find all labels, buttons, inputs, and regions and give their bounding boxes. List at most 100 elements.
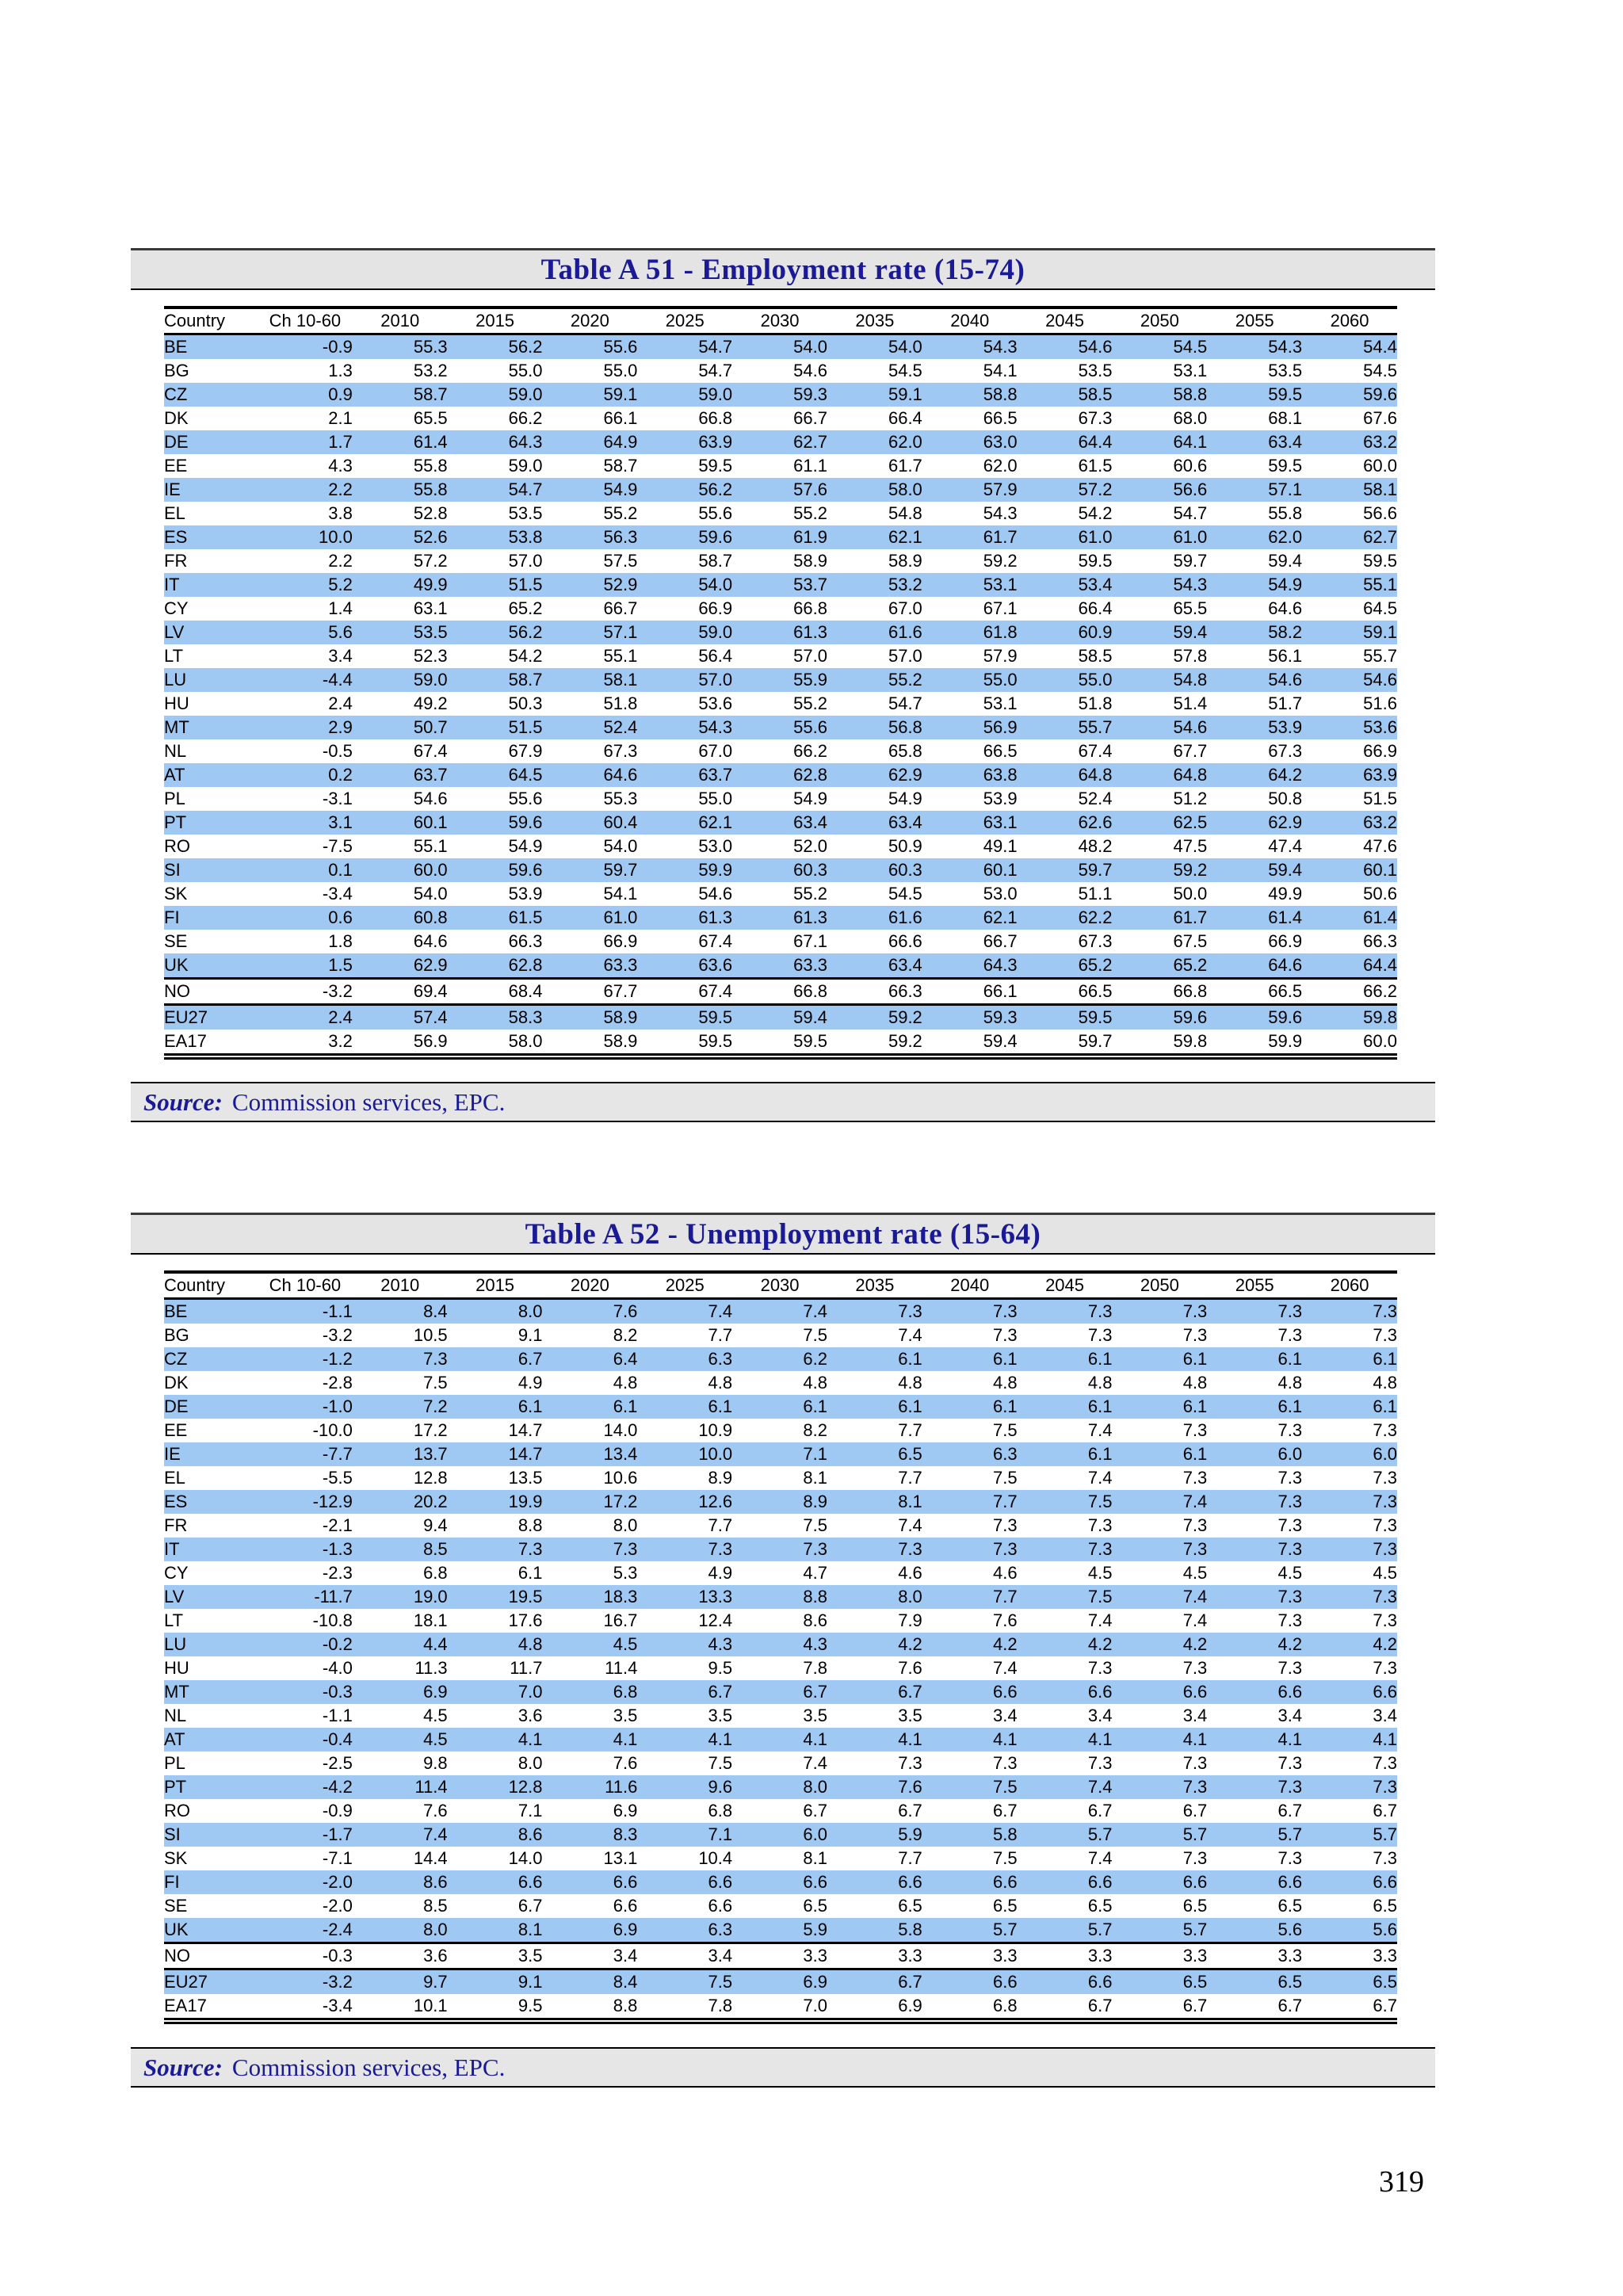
- value-cell: 4.8: [1373, 1373, 1397, 1392]
- value-cell: -0.9: [322, 337, 353, 357]
- value-cell: 57.0: [793, 646, 827, 666]
- value-cell: 8.6: [803, 1610, 827, 1630]
- value-cell: -3.2: [322, 981, 353, 1001]
- value-cell: 49.9: [1268, 884, 1303, 904]
- value-cell: 47.6: [1363, 836, 1397, 856]
- value-cell: 64.8: [1078, 765, 1113, 785]
- value-cell: 7.6: [898, 1777, 922, 1797]
- value-cell: 12.4: [698, 1610, 733, 1630]
- value-cell: 18.1: [413, 1610, 448, 1630]
- country-cell: CY: [164, 598, 189, 618]
- country-cell: LT: [164, 646, 184, 666]
- value-cell: 8.0: [898, 1587, 922, 1606]
- value-cell: 62.8: [793, 765, 827, 785]
- year-column-header: Ch 10-60: [269, 311, 342, 330]
- value-cell: -10.8: [312, 1610, 353, 1630]
- value-cell: 56.6: [1173, 479, 1208, 499]
- table-row: SK -3.4 54.0 53.9 54.1 54.6 55.2 54.5 53.0 51.1 50…: [164, 882, 1397, 906]
- value-cell: 9.8: [423, 1753, 448, 1773]
- value-cell: -4.2: [322, 1777, 353, 1797]
- value-cell: 69.4: [413, 981, 448, 1001]
- value-cell: 61.4: [1268, 907, 1303, 927]
- value-cell: 3.3: [1277, 1946, 1303, 1966]
- value-cell: 7.3: [1277, 1515, 1303, 1535]
- value-cell: 53.5: [508, 503, 543, 523]
- value-cell: 64.9: [603, 432, 638, 452]
- country-cell: FI: [164, 1872, 180, 1892]
- value-cell: 62.1: [888, 527, 922, 547]
- value-cell: 6.5: [803, 1896, 827, 1916]
- value-cell: 6.7: [1087, 1996, 1113, 2015]
- value-cell: 59.5: [1268, 384, 1303, 404]
- country-cell: EA17: [164, 1031, 207, 1051]
- value-cell: 57.1: [603, 622, 638, 642]
- value-cell: 7.6: [613, 1753, 638, 1773]
- value-cell: 6.6: [993, 1682, 1018, 1702]
- value-cell: -2.8: [322, 1373, 353, 1392]
- value-cell: 7.3: [1373, 1587, 1397, 1606]
- value-cell: 51.8: [1078, 693, 1113, 713]
- value-cell: 67.3: [1078, 408, 1113, 428]
- value-cell: 6.5: [898, 1896, 922, 1916]
- value-cell: 59.6: [1363, 384, 1397, 404]
- value-cell: 5.7: [1182, 1920, 1208, 1939]
- value-cell: 6.4: [613, 1349, 638, 1369]
- value-cell: -1.1: [322, 1301, 353, 1321]
- value-cell: 7.4: [423, 1824, 448, 1844]
- value-cell: 67.3: [1078, 931, 1113, 951]
- value-cell: 62.0: [888, 432, 922, 452]
- value-cell: 8.4: [423, 1301, 448, 1321]
- country-cell: IT: [164, 575, 180, 594]
- value-cell: 59.7: [1078, 860, 1113, 880]
- value-cell: 7.0: [803, 1996, 827, 2015]
- value-cell: 19.5: [508, 1587, 543, 1606]
- country-cell: EE: [164, 1420, 188, 1440]
- value-cell: 6.7: [1182, 1996, 1208, 2015]
- value-cell: 49.2: [413, 693, 448, 713]
- value-cell: 54.5: [1173, 337, 1208, 357]
- value-cell: 55.2: [793, 693, 827, 713]
- value-cell: 60.3: [793, 860, 827, 880]
- value-cell: 7.1: [803, 1444, 827, 1464]
- country-cell: SI: [164, 860, 181, 880]
- value-cell: 59.3: [983, 1007, 1018, 1027]
- value-cell: 3.4: [1182, 1706, 1208, 1725]
- value-cell: 7.3: [993, 1301, 1018, 1321]
- value-cell: 59.7: [1078, 1031, 1113, 1051]
- header-row: Country Ch 10-60 2010 2015 2020 2025 2030 2035 2…: [164, 1272, 1397, 1299]
- value-cell: 14.4: [413, 1848, 448, 1868]
- value-cell: 67.1: [793, 931, 827, 951]
- value-cell: -0.3: [322, 1682, 353, 1702]
- country-cell: IE: [164, 479, 181, 499]
- value-cell: 8.3: [613, 1824, 638, 1844]
- value-cell: 6.9: [898, 1996, 922, 2015]
- value-cell: 7.7: [708, 1515, 733, 1535]
- value-cell: 62.9: [1268, 812, 1303, 832]
- value-cell: 66.1: [983, 981, 1018, 1001]
- value-cell: 4.2: [993, 1634, 1018, 1654]
- country-cell: PL: [164, 1753, 185, 1773]
- value-cell: 64.1: [1173, 432, 1208, 452]
- country-cell: RO: [164, 1801, 190, 1820]
- year-column-header: 2035: [855, 311, 895, 330]
- value-cell: 6.5: [1373, 1896, 1397, 1916]
- country-column-header: Country: [164, 311, 226, 330]
- value-cell: 7.3: [1277, 1610, 1303, 1630]
- value-cell: 13.3: [698, 1587, 733, 1606]
- value-cell: 4.2: [1277, 1634, 1303, 1654]
- value-cell: 1.5: [328, 955, 353, 975]
- value-cell: -3.1: [322, 789, 353, 808]
- value-cell: 57.0: [508, 551, 543, 571]
- value-cell: 7.3: [517, 1539, 543, 1559]
- value-cell: 7.3: [1373, 1301, 1397, 1321]
- value-cell: 66.7: [793, 408, 827, 428]
- value-cell: 17.6: [508, 1610, 543, 1630]
- value-cell: 54.3: [983, 503, 1018, 523]
- value-cell: 66.4: [1078, 598, 1113, 618]
- value-cell: 3.3: [898, 1946, 922, 1966]
- value-cell: 6.1: [993, 1396, 1018, 1416]
- table-row: SE -2.0 8.5 6.7 6.6 6.6 6.5 6.5 6.5 6.5 6.5 6.5 6.5: [164, 1894, 1397, 1918]
- value-cell: 7.3: [1277, 1658, 1303, 1678]
- table-row: IE -7.7 13.7 14.7 13.4 10.0 7.1 6.5 6.3 6.1 6.1 6.0…: [164, 1442, 1397, 1466]
- value-cell: 1.7: [328, 432, 353, 452]
